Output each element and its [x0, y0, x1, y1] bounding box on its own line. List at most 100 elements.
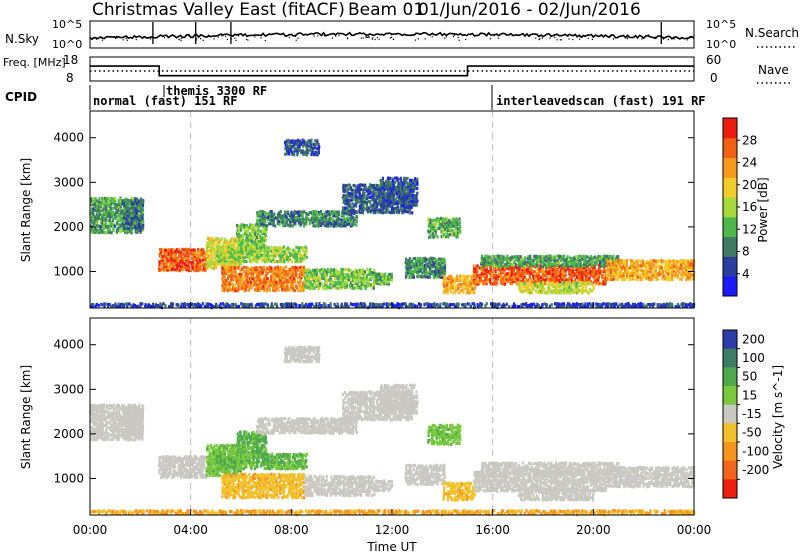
scatter-cell-6 — [261, 270, 264, 275]
scatter-cell-6 — [254, 276, 257, 280]
scatter-cell-15 — [442, 281, 445, 285]
scatter-cell-10 — [352, 208, 356, 212]
scatter-cell-17 — [539, 264, 542, 268]
scatter-cell-11 — [392, 185, 395, 189]
scatter-cell-3 — [206, 262, 209, 266]
scatter-cell-3 — [238, 261, 241, 266]
scatter-cell-6 — [242, 278, 245, 282]
scatter-cell-0 — [114, 199, 117, 203]
scatter-cell-3 — [223, 240, 226, 244]
scatter-cell-10 — [370, 183, 374, 188]
scatter-cell-3 — [236, 261, 239, 265]
scatter-cell-9 — [283, 219, 286, 223]
noise-search-point — [234, 37, 236, 39]
scatter-cell-5 — [286, 255, 289, 260]
scatter-cell-4 — [240, 234, 243, 238]
scatter-cell-10 — [351, 188, 354, 192]
scatter-cell-0 — [100, 221, 104, 225]
scatter-cell-5 — [229, 245, 232, 249]
scatter-cell-9 — [320, 209, 323, 214]
scatter-cell-2 — [167, 264, 170, 268]
scatter-cell-2 — [165, 265, 168, 269]
scatter-cell-17 — [532, 262, 535, 266]
noise-search-point — [295, 35, 297, 38]
scatter-cell-5 — [257, 255, 260, 259]
scatter-cell-6 — [239, 287, 242, 291]
scatter-cell-1 — [141, 207, 144, 211]
scatter-cell-4 — [239, 238, 242, 242]
scatter-cell-1 — [139, 216, 142, 220]
scatter-cell-2 — [175, 248, 178, 252]
scatter-cell-3 — [227, 262, 230, 266]
scatter-cell-2 — [169, 264, 172, 268]
scatter-cell-10 — [356, 195, 359, 199]
scatter-cell-13 — [434, 229, 437, 233]
scatter-cell-1 — [125, 217, 128, 222]
scatter-cell-6 — [279, 284, 282, 288]
scatter-cell-4 — [243, 240, 246, 244]
scatter-cell-18 — [528, 288, 531, 292]
scatter-cell-11 — [410, 199, 413, 203]
scatter-cell-5 — [268, 248, 271, 252]
scatter-cell-2 — [191, 260, 195, 264]
scatter-cell-7 — [345, 268, 348, 272]
scatter-cell-6 — [277, 274, 280, 278]
scatter-cell-6 — [245, 266, 248, 270]
scatter-cell-2 — [158, 268, 161, 272]
scatter-cell-10 — [347, 187, 350, 191]
scatter-cell-3 — [225, 243, 228, 247]
scatter-cell-9 — [256, 218, 259, 222]
scatter-cell-14 — [408, 257, 411, 261]
scatter-cell-16 — [499, 271, 502, 275]
scatter-cell-16 — [494, 276, 498, 280]
scatter-cell-6 — [277, 286, 280, 290]
scatter-cell-6 — [277, 278, 280, 282]
scatter-cell-3 — [208, 258, 211, 262]
scatter-cell-0 — [102, 211, 106, 215]
scatter-cell-6 — [235, 266, 238, 270]
scatter-cell-11 — [402, 185, 406, 189]
scatter-cell-0 — [123, 230, 127, 234]
scatter-cell-5 — [265, 251, 268, 255]
noise-search-point — [178, 38, 180, 40]
scatter-cell-11 — [390, 200, 393, 204]
scatter-cell-1 — [130, 211, 134, 215]
scatter-cell-4 — [261, 236, 264, 240]
scatter-cell-0 — [92, 202, 95, 206]
scatter-cell-16 — [472, 280, 475, 284]
scatter-cell-6 — [237, 288, 240, 292]
scatter-cell-2 — [192, 262, 195, 266]
noise-search-point — [115, 35, 117, 37]
scatter-cell-16 — [564, 273, 567, 277]
scatter-cell-2 — [197, 268, 200, 273]
scatter-cell-3 — [211, 253, 214, 257]
noise-search-point — [417, 38, 419, 40]
scatter-cell-11 — [381, 176, 384, 180]
scatter-cell-4 — [263, 238, 266, 242]
scatter-cell-18 — [520, 285, 523, 289]
scatter-cell-0 — [105, 211, 108, 215]
scatter-cell-6 — [256, 278, 259, 282]
scatter-cell-16 — [559, 274, 562, 278]
scatter-cell-3 — [225, 262, 228, 266]
scatter-cell-5 — [229, 250, 232, 254]
scatter-cell-4 — [250, 240, 253, 244]
scatter-cell-3 — [209, 259, 213, 263]
scatter-cell-18 — [582, 281, 586, 285]
scatter-cell-3 — [229, 262, 232, 266]
scatter-cell-5 — [230, 247, 234, 251]
scatter-cell-5 — [245, 248, 248, 252]
scatter-cell-6 — [264, 287, 267, 291]
scatter-cell-11 — [383, 187, 386, 191]
scatter-cell-6 — [252, 271, 255, 276]
scatter-cell-3 — [216, 236, 219, 241]
scatter-cell-13 — [436, 217, 439, 221]
scatter-cell-6 — [294, 284, 298, 288]
scatter-cell-8 — [390, 272, 393, 276]
scatter-cell-5 — [252, 253, 255, 258]
scatter-cell-4 — [252, 229, 255, 233]
scatter-cell-4 — [265, 226, 268, 230]
scatter-cell-6 — [234, 286, 237, 290]
scatter-cell-3 — [209, 250, 212, 254]
scatter-cell-7 — [341, 268, 345, 272]
